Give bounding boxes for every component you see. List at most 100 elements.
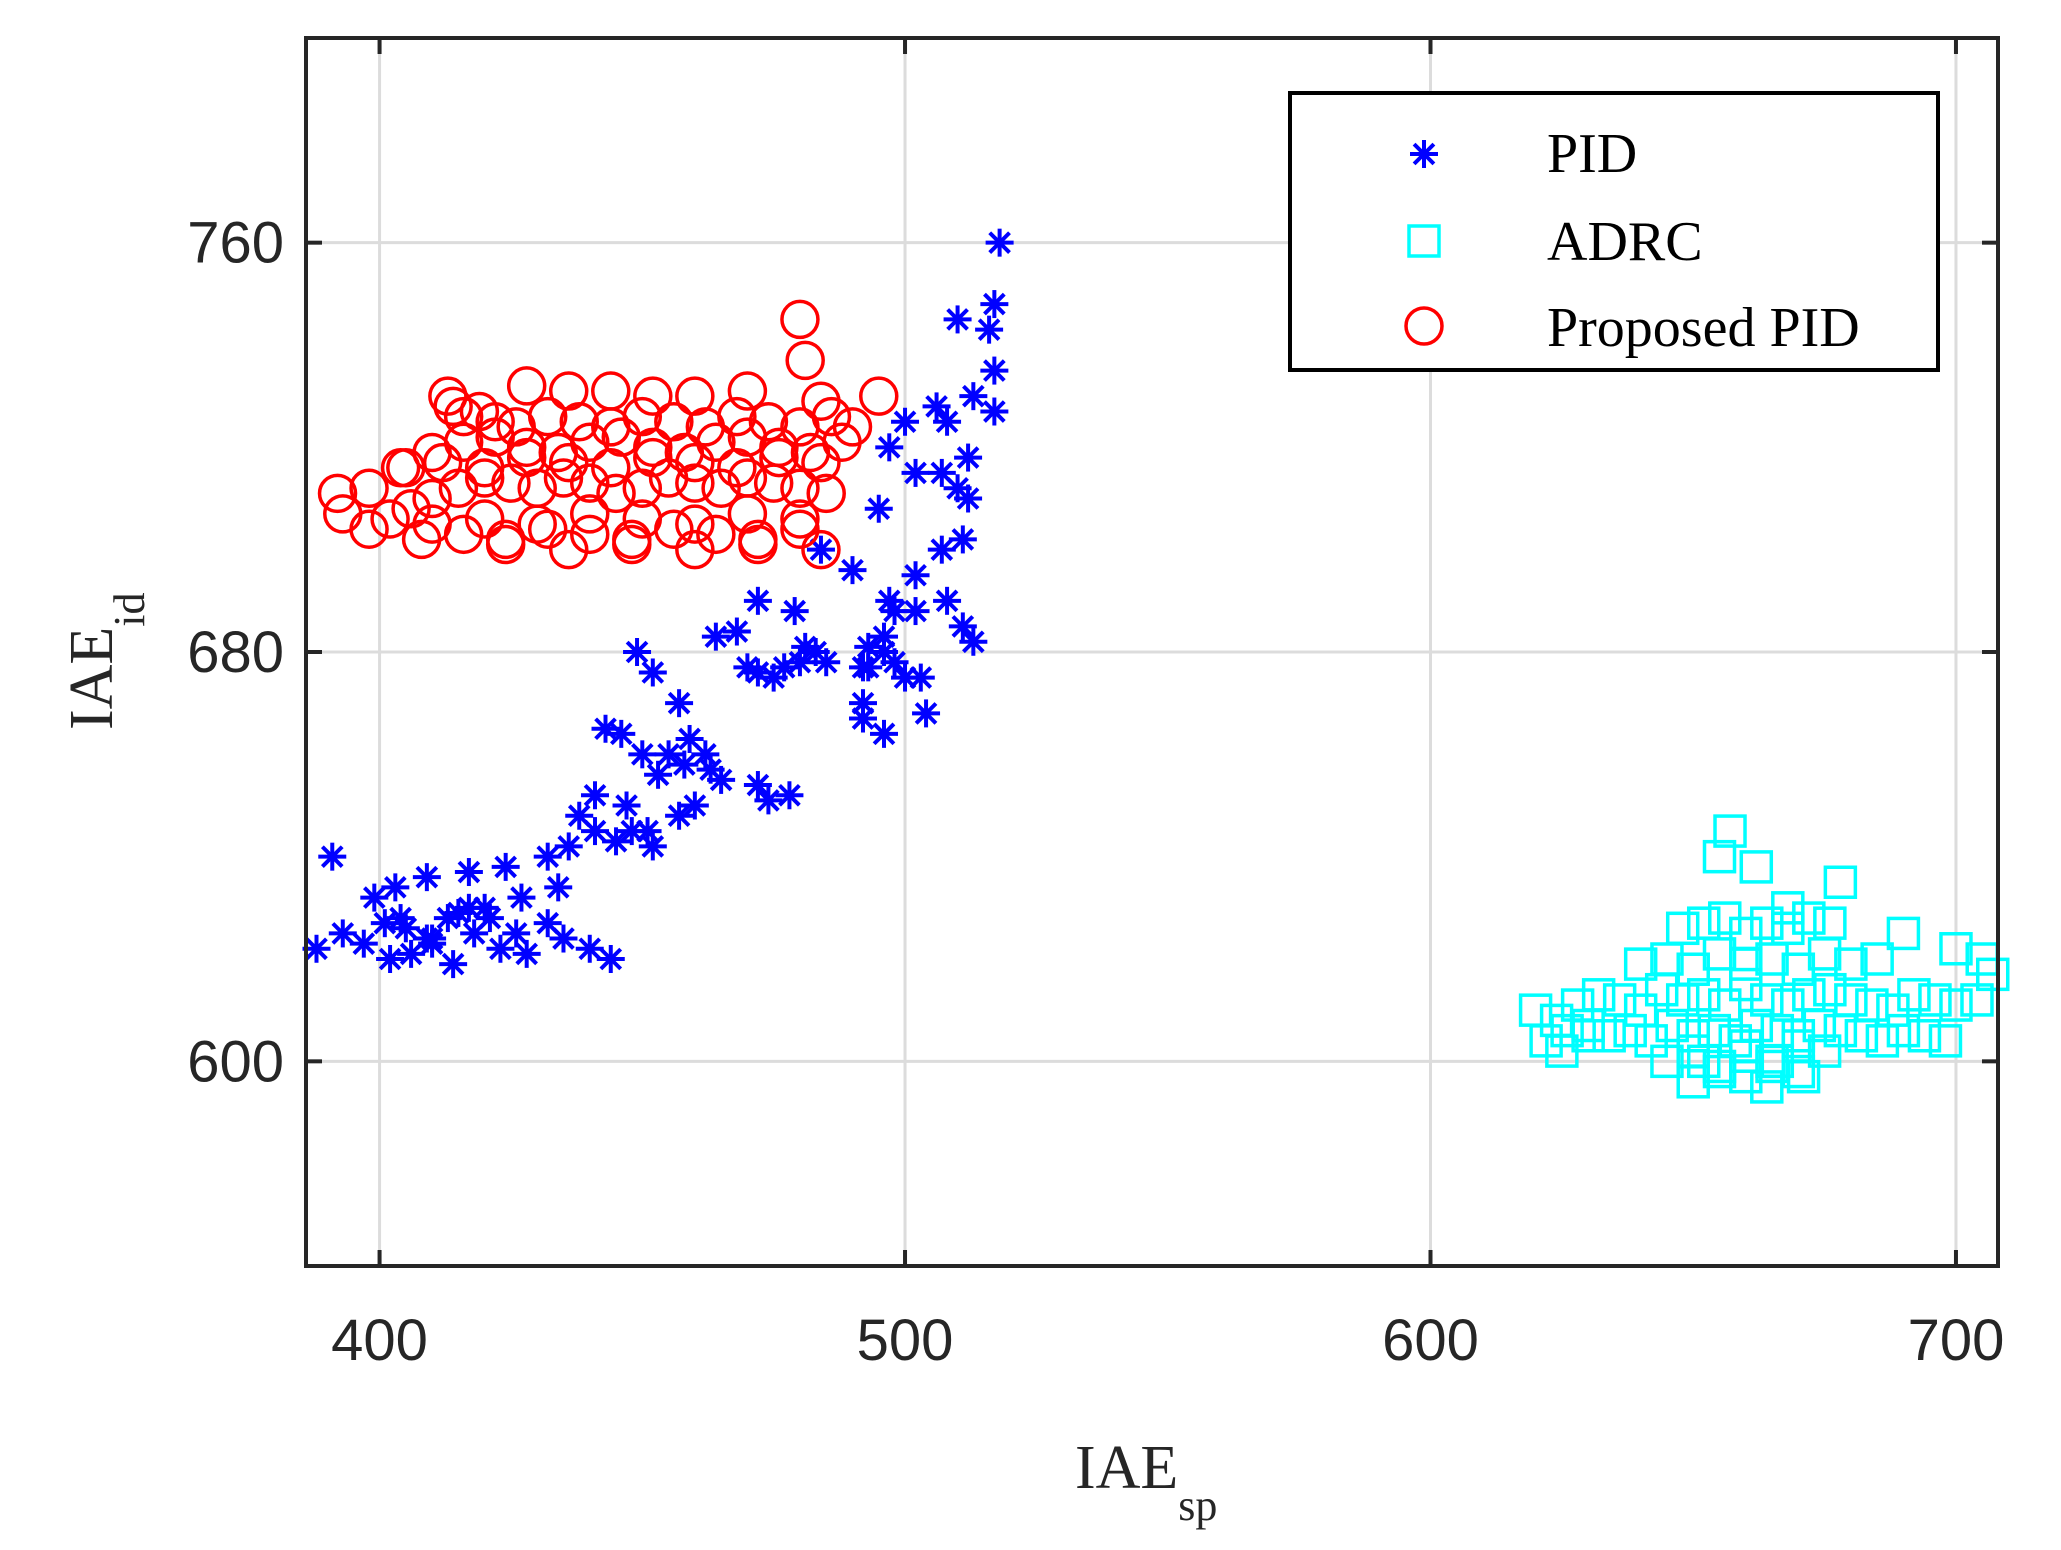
data-point — [933, 407, 962, 436]
data-point — [1813, 972, 1847, 1007]
data-point — [633, 376, 673, 416]
data-point — [328, 919, 357, 948]
data-point — [1928, 1024, 1963, 1058]
data-point — [548, 529, 589, 570]
data-point — [1939, 932, 1973, 966]
data-point — [349, 509, 389, 549]
data-point — [1771, 911, 1805, 946]
data-point — [675, 529, 715, 570]
data-point — [780, 499, 820, 539]
data-point — [486, 934, 515, 963]
data-point — [727, 371, 768, 411]
data-point — [1823, 865, 1858, 899]
data-point — [943, 305, 972, 334]
data-point — [612, 524, 652, 565]
data-point — [759, 663, 788, 692]
data-point — [1907, 1019, 1942, 1053]
data-point — [1676, 1065, 1710, 1099]
data-point — [654, 740, 683, 769]
data-point — [1897, 978, 1931, 1012]
data-point — [875, 586, 904, 615]
data-point — [418, 929, 447, 958]
y-axis-title-subscript: id — [105, 592, 154, 626]
data-point — [806, 535, 835, 564]
data-point — [570, 463, 610, 503]
data-point — [780, 299, 820, 340]
data-point — [506, 427, 547, 468]
data-point — [1750, 1070, 1784, 1104]
data-point — [717, 448, 757, 488]
data-point — [675, 724, 704, 753]
data-point — [1708, 988, 1742, 1022]
x-tick-label: 600 — [1382, 1308, 1479, 1373]
data-point — [596, 473, 636, 514]
data-point — [349, 929, 378, 958]
legend-marker-symbol — [1410, 140, 1438, 168]
data-point — [475, 402, 515, 442]
data-point — [1939, 988, 1973, 1022]
data-point — [512, 939, 541, 968]
data-point — [1702, 839, 1737, 874]
data-point — [780, 468, 820, 509]
data-point — [1807, 1034, 1842, 1068]
data-point — [543, 458, 584, 498]
data-point — [1623, 947, 1658, 981]
x-axis-title-subscript: sp — [1178, 1481, 1217, 1530]
data-point — [848, 689, 877, 718]
data-point — [596, 945, 625, 973]
data-point — [854, 653, 883, 682]
data-point — [1650, 1044, 1684, 1079]
data-point — [680, 791, 709, 820]
data-point — [422, 442, 463, 483]
data-point — [1655, 1008, 1689, 1043]
data-point — [443, 422, 484, 462]
data-point — [806, 473, 846, 514]
data-point — [1571, 1019, 1605, 1053]
data-point — [433, 904, 462, 933]
data-point — [433, 386, 473, 427]
data-point — [644, 760, 673, 789]
data-point — [1686, 978, 1721, 1012]
x-tick-label: 500 — [857, 1308, 954, 1373]
data-point — [381, 873, 410, 902]
y-tick-label: 760 — [187, 211, 284, 276]
data-point — [412, 863, 441, 892]
data-point — [1713, 814, 1747, 848]
data-point — [922, 392, 951, 421]
x-axis-title-main: IAE — [1075, 1434, 1178, 1502]
data-point — [701, 468, 741, 509]
data-point — [870, 719, 899, 748]
data-point — [927, 458, 956, 487]
data-point — [780, 509, 820, 549]
legend-marker-symbol — [1407, 224, 1441, 258]
series-proposed-pid — [317, 299, 899, 570]
legend-marker-proposed-pid — [1404, 306, 1444, 346]
data-point — [891, 407, 920, 436]
data-point — [675, 504, 715, 544]
data-point — [1860, 942, 1894, 976]
data-point — [954, 443, 983, 472]
data-point — [811, 396, 852, 437]
data-point — [464, 458, 505, 498]
legend-label-proposed-pid: Proposed PID — [1547, 297, 1860, 359]
data-point — [1813, 906, 1847, 940]
data-point — [1786, 1059, 1821, 1094]
data-point — [317, 473, 358, 514]
data-point — [1844, 1019, 1879, 1053]
data-point — [533, 909, 562, 938]
data-point — [548, 442, 589, 483]
y-axis-title: IAEid — [58, 592, 154, 730]
data-point — [507, 883, 536, 912]
data-point — [622, 499, 663, 539]
data-point — [801, 442, 841, 483]
data-point — [360, 883, 389, 912]
data-point — [675, 463, 715, 503]
data-point — [549, 924, 578, 953]
data-point — [754, 786, 783, 815]
data-point — [460, 919, 489, 948]
data-point — [785, 648, 814, 677]
data-point — [954, 484, 983, 513]
data-point — [1802, 1008, 1837, 1043]
data-point — [780, 597, 809, 626]
data-point — [633, 427, 673, 468]
